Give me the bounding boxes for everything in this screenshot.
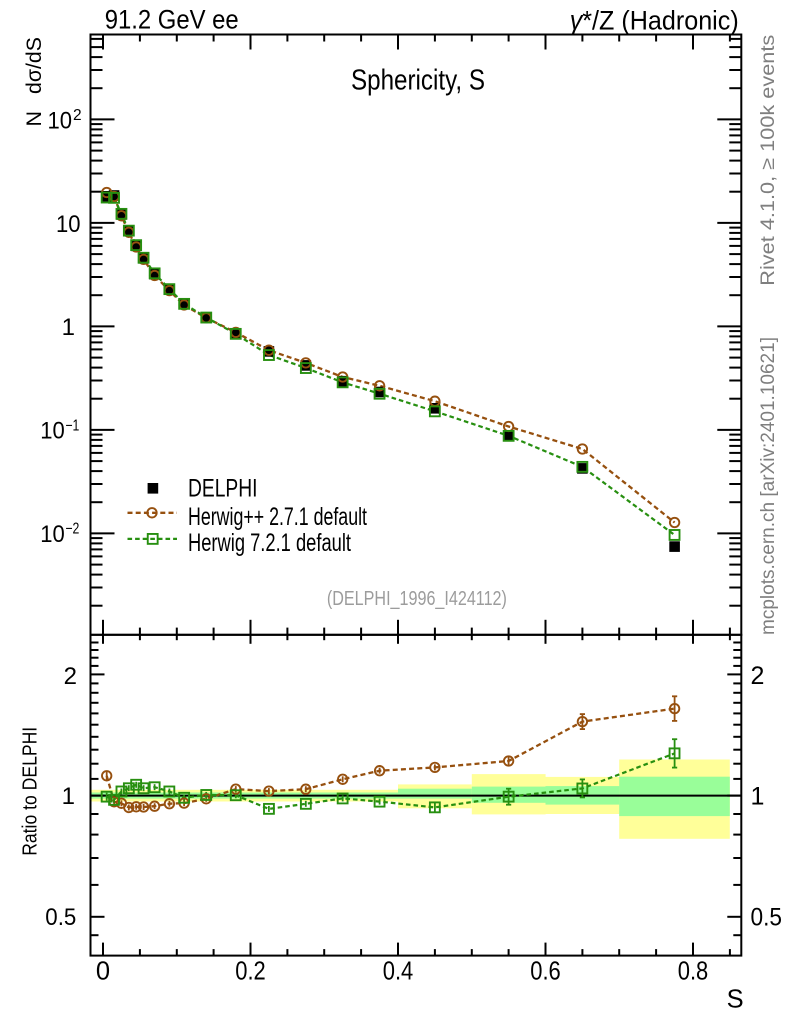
svg-text:Rivet 4.1.0, ≥ 100k events: Rivet 4.1.0, ≥ 100k events	[758, 35, 779, 286]
svg-text:N: N	[22, 111, 46, 127]
svg-text:dσ/dS: dσ/dS	[22, 37, 46, 94]
svg-text:0.2: 0.2	[235, 958, 266, 986]
svg-text:10: 10	[40, 521, 65, 548]
svg-text:−2: −2	[65, 521, 79, 538]
svg-text:0.4: 0.4	[383, 958, 414, 986]
svg-text:DELPHI: DELPHI	[188, 474, 258, 502]
svg-text:0.5: 0.5	[751, 903, 783, 931]
svg-text:1: 1	[62, 783, 75, 810]
svg-text:1: 1	[62, 314, 75, 341]
svg-text:Ratio to DELPHI: Ratio to DELPHI	[19, 727, 41, 856]
svg-text:0.5: 0.5	[45, 904, 76, 931]
svg-text:10: 10	[40, 418, 65, 445]
svg-text:Sphericity, S: Sphericity, S	[351, 65, 485, 97]
svg-text:γ*/Z (Hadronic): γ*/Z (Hadronic)	[570, 6, 739, 36]
svg-text:0.8: 0.8	[678, 958, 709, 986]
svg-text:10: 10	[48, 107, 73, 134]
svg-text:10: 10	[56, 211, 81, 238]
svg-text:2: 2	[751, 662, 765, 690]
svg-text:mcplots.cern.ch [arXiv:2401.10: mcplots.cern.ch [arXiv:2401.10621]	[758, 337, 779, 635]
svg-text:Herwig++ 2.7.1 default: Herwig++ 2.7.1 default	[188, 503, 367, 531]
svg-text:(DELPHI_1996_I424112): (DELPHI_1996_I424112)	[327, 587, 507, 610]
svg-text:1: 1	[751, 782, 765, 810]
svg-text:91.2 GeV ee: 91.2 GeV ee	[105, 5, 239, 35]
svg-text:−1: −1	[65, 417, 79, 434]
svg-text:2: 2	[64, 663, 77, 690]
svg-text:0: 0	[96, 958, 110, 986]
svg-text:Herwig 7.2.1 default: Herwig 7.2.1 default	[188, 529, 351, 557]
svg-text:2: 2	[73, 107, 82, 124]
svg-text:S: S	[727, 985, 744, 1013]
svg-text:0.6: 0.6	[530, 958, 561, 986]
